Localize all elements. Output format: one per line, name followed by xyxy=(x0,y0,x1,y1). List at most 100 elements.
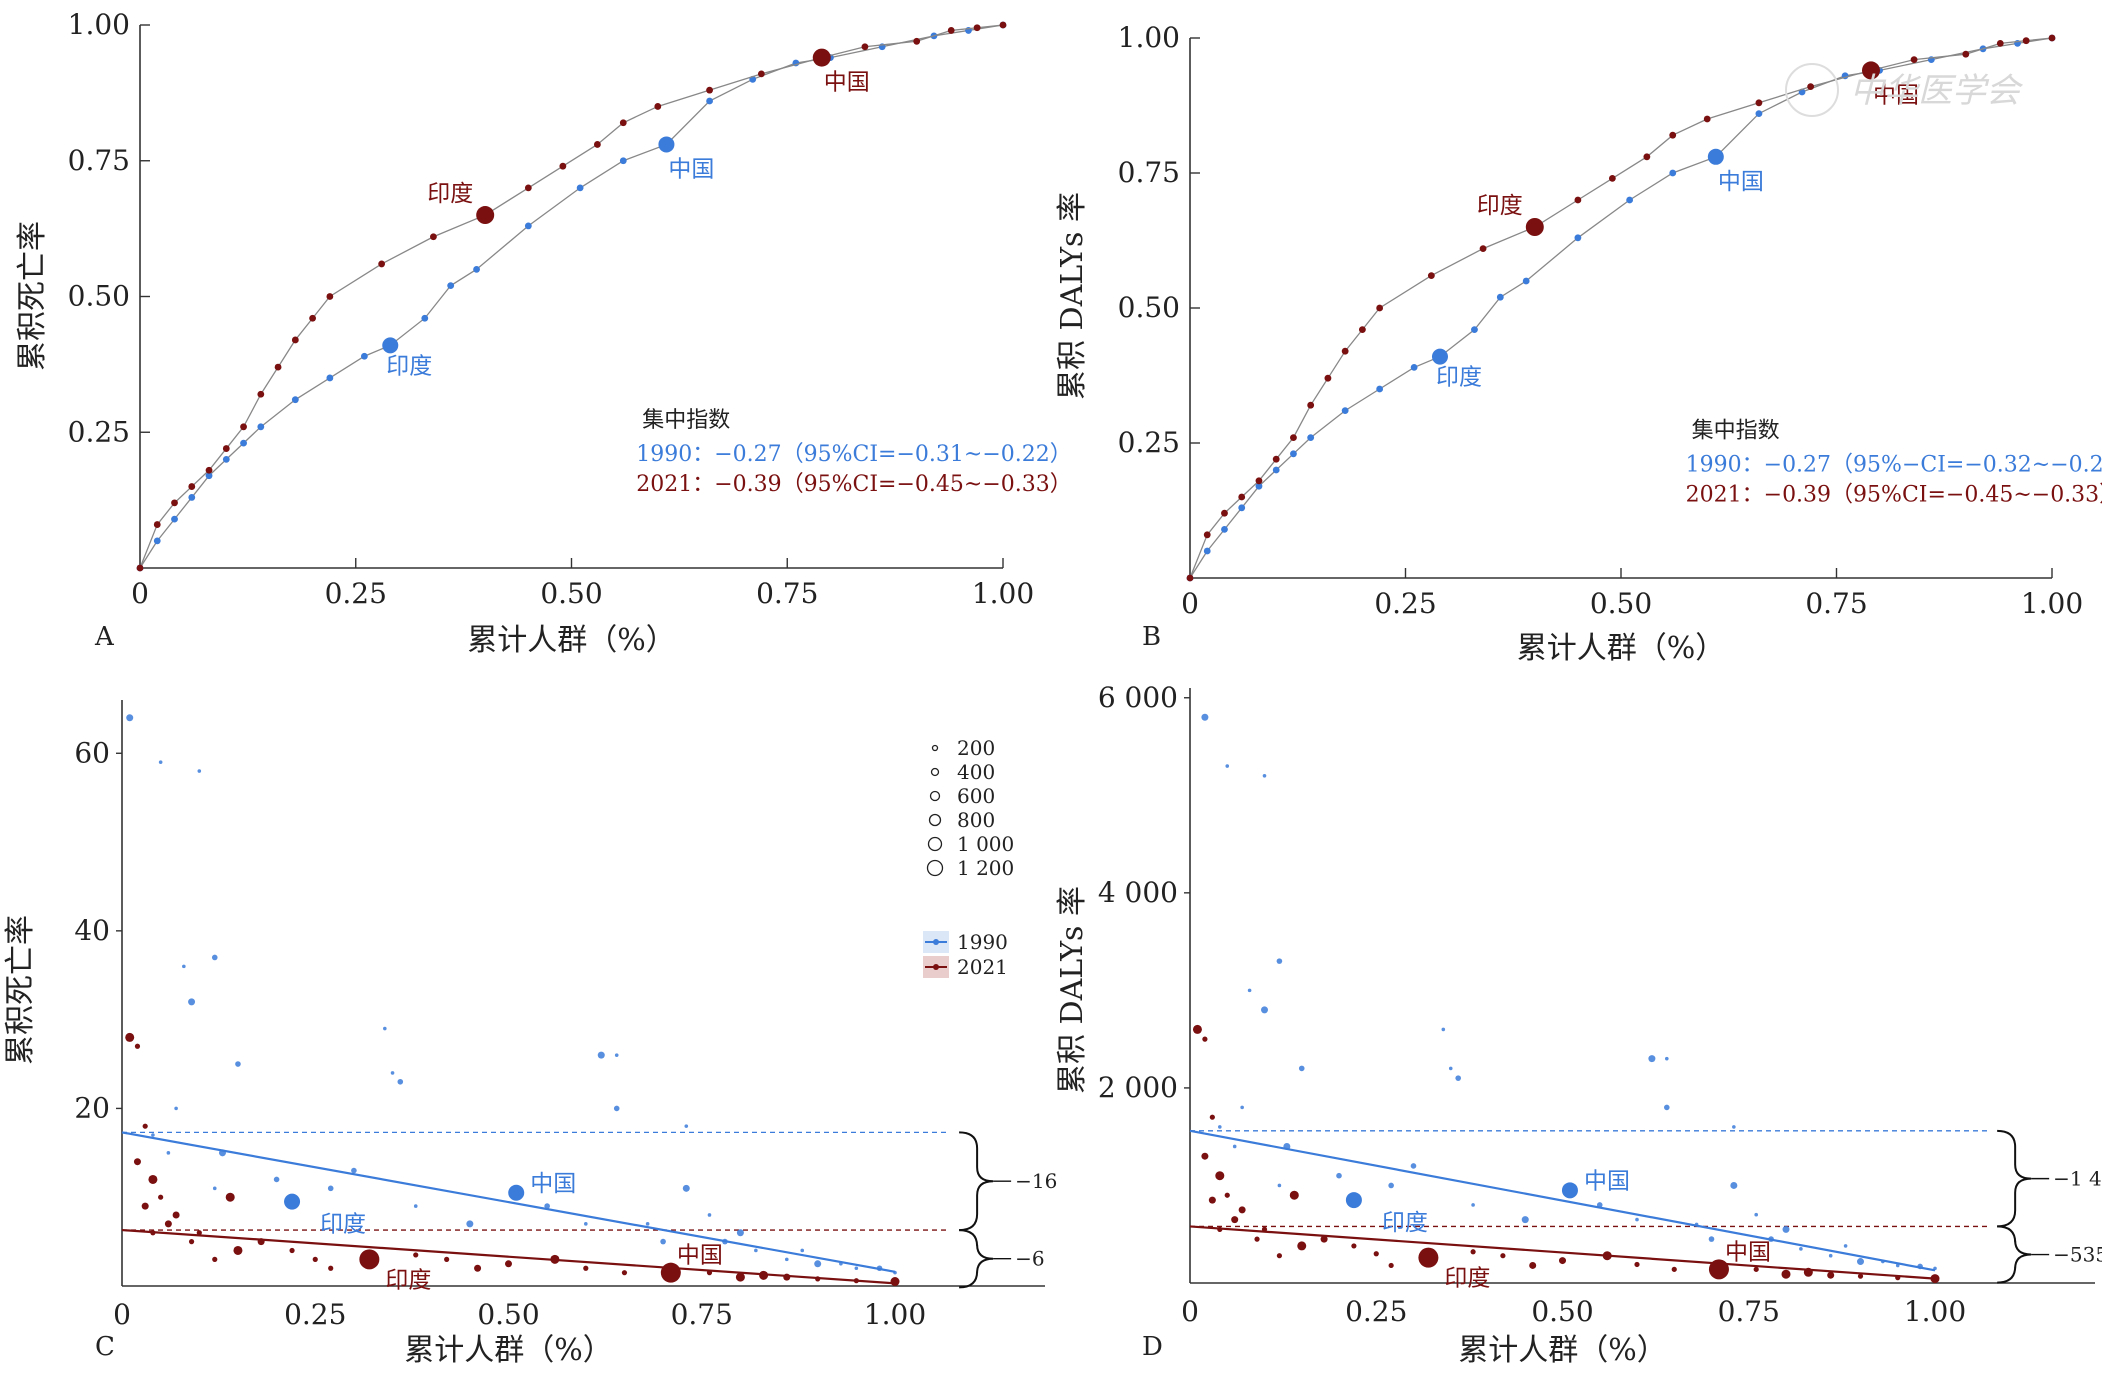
point-2021 xyxy=(1807,83,1815,90)
panel-a: 0 0.25 0.50 0.75 1.00 0.25 0.50 0.75 1.00 累计人群（%）… xyxy=(15,8,1072,658)
x-axis-label: 累计人群（%） xyxy=(404,1333,613,1368)
point-2021 xyxy=(1962,50,1970,58)
point-2021 xyxy=(125,1032,135,1042)
size-legend-marker xyxy=(930,767,940,777)
point-2021 xyxy=(153,521,161,528)
point-1990 xyxy=(1388,1182,1394,1189)
point-1990 xyxy=(645,1222,650,1226)
point-2021 xyxy=(1703,115,1711,123)
index-title: 集中指数 xyxy=(1692,419,1780,444)
point-2021 xyxy=(134,1043,141,1049)
point-2021 xyxy=(1910,56,1918,63)
brace-1990 xyxy=(959,1131,994,1232)
point-2021 xyxy=(999,21,1007,29)
point-1990 xyxy=(1410,364,1418,371)
point-1990 xyxy=(1341,407,1349,414)
point-2021 xyxy=(312,1256,318,1262)
point-2021 xyxy=(593,141,601,148)
point-2021 xyxy=(1753,1266,1759,1272)
point-1990 xyxy=(1201,713,1209,721)
country-label: 印度 xyxy=(320,1212,366,1238)
point-2021 xyxy=(1373,1251,1379,1257)
point-2021 xyxy=(474,1264,482,1272)
point-2021 xyxy=(326,293,334,300)
point-1990 xyxy=(235,1061,241,1067)
point-2021 xyxy=(2048,34,2056,42)
x-tick-label: 0.50 xyxy=(1590,587,1652,620)
x-tick-label: 1.00 xyxy=(864,1298,926,1331)
y-axis-label: 累积死亡率 xyxy=(3,915,38,1065)
x-tick-label: 0.75 xyxy=(756,577,818,610)
point-2021 xyxy=(1231,1216,1239,1224)
point-1990 xyxy=(1730,1181,1738,1189)
highlight-point xyxy=(476,206,495,225)
x-tick-label: 0 xyxy=(1181,587,1199,620)
point-1990 xyxy=(171,515,178,523)
point-2021 xyxy=(1202,1036,1208,1042)
x-tick-label: 0 xyxy=(131,577,149,610)
point-1990 xyxy=(707,1213,712,1217)
point-1990 xyxy=(1307,434,1315,441)
point-2021 xyxy=(1529,1261,1537,1269)
point-1990 xyxy=(151,1133,155,1137)
point-1990 xyxy=(1410,1163,1417,1169)
y-tick-label: 0.25 xyxy=(1118,426,1180,459)
point-2021 xyxy=(621,1270,628,1276)
x-tick-label: 0.50 xyxy=(477,1298,539,1331)
brace-2021 xyxy=(959,1229,994,1289)
point-2021 xyxy=(205,466,213,474)
point-2021 xyxy=(148,1174,158,1184)
point-1990 xyxy=(682,1184,690,1192)
point-1990 xyxy=(326,374,334,382)
point-1990 xyxy=(597,1051,605,1059)
point-2021 xyxy=(1215,1171,1225,1181)
point-1990 xyxy=(1448,1066,1453,1071)
color-legend-dot xyxy=(933,964,939,970)
point-2021 xyxy=(188,1239,195,1245)
point-1990 xyxy=(257,423,265,431)
point-1990 xyxy=(182,964,186,969)
brace-2021 xyxy=(1997,1225,2032,1284)
point-1990 xyxy=(660,1238,666,1245)
y-axis-label: 累积 DALYs 率 xyxy=(1055,192,1090,400)
highlight-point xyxy=(1418,1247,1439,1268)
point-2021 xyxy=(212,1256,218,1262)
point-2021 xyxy=(1238,493,1246,501)
point-1990 xyxy=(1755,110,1763,117)
point-1990 xyxy=(291,396,299,404)
point-1990 xyxy=(1496,293,1504,301)
x-tick-label: 0 xyxy=(1181,1295,1199,1328)
point-1990 xyxy=(466,1220,474,1228)
fit-line-2021 xyxy=(1189,1225,1936,1280)
x-tick-label: 1.00 xyxy=(1904,1295,1966,1328)
point-1990 xyxy=(1455,1075,1461,1081)
point-2021 xyxy=(141,1202,149,1210)
color-legend-label: 2021 xyxy=(957,955,1008,979)
point-2021 xyxy=(188,483,196,490)
point-2021 xyxy=(1351,1243,1357,1249)
size-legend-label: 200 xyxy=(957,736,995,760)
point-2021 xyxy=(583,1265,589,1271)
point-1990 xyxy=(212,1186,217,1191)
point-1990 xyxy=(1261,1006,1268,1014)
size-legend-label: 400 xyxy=(957,760,995,784)
point-1990 xyxy=(1843,1244,1848,1248)
point-1990 xyxy=(613,1105,620,1112)
point-2021 xyxy=(913,37,921,45)
point-2021 xyxy=(1208,1196,1216,1204)
point-2021 xyxy=(1221,509,1228,517)
x-tick-label: 0.50 xyxy=(540,577,602,610)
point-2021 xyxy=(444,1256,450,1262)
point-1990 xyxy=(447,282,455,290)
point-2021 xyxy=(1320,1235,1328,1243)
highlight-point xyxy=(284,1193,301,1210)
y-axis-label: 累积 DALYs 率 xyxy=(1055,886,1090,1094)
point-1990 xyxy=(1648,1055,1656,1063)
panel-c: 0 0.25 0.50 0.75 1.00204060累计人群（%）累积死亡率C中国印度… xyxy=(3,700,1057,1368)
size-legend-label: 800 xyxy=(957,808,995,832)
point-2021 xyxy=(196,1230,202,1236)
country-label: 印度 xyxy=(385,1267,431,1293)
point-1990 xyxy=(1669,169,1677,177)
point-2021 xyxy=(1427,272,1435,279)
